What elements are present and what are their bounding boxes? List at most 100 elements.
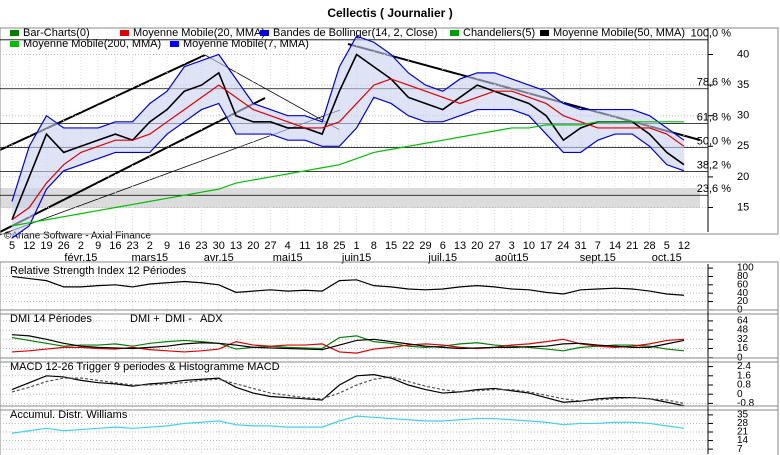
x-tick-label: 30 xyxy=(213,240,225,252)
y-tick-label: 40 xyxy=(737,48,749,60)
x-tick-label: 22 xyxy=(402,240,414,252)
panel-frame xyxy=(0,309,779,363)
level-label: 38,2 % xyxy=(697,159,731,171)
y-tick-label: 28 xyxy=(737,418,749,429)
x-tick-label: 28 xyxy=(643,240,655,252)
month-label: sept.15 xyxy=(580,252,616,264)
x-tick-label: 18 xyxy=(316,240,328,252)
y-tick-label: 0.8 xyxy=(737,380,751,391)
bollinger-fill xyxy=(12,36,684,239)
y-tick-label: 20 xyxy=(737,296,749,307)
y-tick-label: 16 xyxy=(737,343,749,354)
x-tick-label: 23 xyxy=(195,240,207,252)
y-tick-label: 40 xyxy=(737,288,749,299)
legend-label: Bar-Charts(0) xyxy=(23,27,90,39)
x-tick-label: 29 xyxy=(419,240,431,252)
legend-label: Moyenne Mobile(7, MMA) xyxy=(183,38,309,50)
legend-label: Moyenne Mobile(20, MMA) xyxy=(133,27,265,39)
y-tick-label: 21 xyxy=(737,427,749,438)
series-line xyxy=(11,275,685,296)
x-tick-label: 6 xyxy=(440,240,446,252)
y-tick-label: 32 xyxy=(737,334,749,345)
x-tick-label: 9 xyxy=(95,240,101,252)
panel-frame xyxy=(0,357,779,411)
legend-swatch xyxy=(120,30,129,36)
y-tick-label: 100 xyxy=(737,263,754,274)
panel-title: MACD 12-26 Trigger 9 periodes & Histogra… xyxy=(10,361,280,373)
level-label: 100,0 % xyxy=(691,28,732,40)
y-tick-label: 48 xyxy=(737,325,749,336)
x-tick-label: 12 xyxy=(23,240,35,252)
x-tick-label: 9 xyxy=(164,240,170,252)
level-label: 61,8 % xyxy=(697,112,731,124)
month-label: avr.15 xyxy=(204,252,234,264)
x-tick-label: 12 xyxy=(678,240,690,252)
panel-frame xyxy=(0,27,779,235)
legend-swatch xyxy=(260,30,269,36)
series-line xyxy=(11,53,685,221)
y-tick-label: 30 xyxy=(737,110,749,122)
y-tick-label: 25 xyxy=(737,140,749,152)
x-tick-label: 15 xyxy=(385,240,397,252)
x-tick-label: 13 xyxy=(230,240,242,252)
legend-label: Moyenne Mobile(200, MMA) xyxy=(23,38,161,50)
legend-label: ADX xyxy=(200,313,223,325)
copyright: ©Ariane Software - Axial Finance xyxy=(4,231,151,242)
y-tick-label: 60 xyxy=(737,279,749,290)
panel-title: DMI 14 Périodes xyxy=(10,313,92,325)
x-tick-label: 5 xyxy=(9,240,15,252)
legend-label: DMI + xyxy=(130,313,160,325)
series-line xyxy=(11,335,685,352)
x-tick-label: 16 xyxy=(178,240,190,252)
month-label: févr.15 xyxy=(64,252,97,264)
y-tick-label: 0 xyxy=(737,389,743,400)
x-tick-label: 2 xyxy=(78,240,84,252)
x-tick-label: 19 xyxy=(40,240,52,252)
x-tick-label: 3 xyxy=(509,240,515,252)
legend-label: Bandes de Bollinger(14, 2, Close) xyxy=(273,27,437,39)
x-tick-label: 24 xyxy=(557,240,569,252)
x-tick-label: 20 xyxy=(247,240,259,252)
panel-title: Relative Strength Index 12 Périodes xyxy=(10,265,187,277)
y-tick-label: 35 xyxy=(737,79,749,91)
y-tick-label: 7 xyxy=(737,444,743,455)
bollinger-lower xyxy=(11,96,685,239)
x-tick-label: 14 xyxy=(609,240,621,252)
legend-label: Chandeliers(5) xyxy=(463,27,535,39)
x-tick-label: 23 xyxy=(126,240,138,252)
x-tick-label: 4 xyxy=(285,240,291,252)
month-label: mars15 xyxy=(132,252,169,264)
bollinger-upper xyxy=(11,35,685,202)
y-tick-label: 64 xyxy=(737,316,749,327)
y-tick-label: 20 xyxy=(737,171,749,183)
y-tick-label: -0.8 xyxy=(737,398,755,409)
chart-title: Cellectis ( Journalier ) xyxy=(327,6,452,20)
x-tick-label: 21 xyxy=(626,240,638,252)
zone xyxy=(0,188,700,208)
level-label: 50,0 % xyxy=(697,135,731,147)
x-tick-label: 16 xyxy=(109,240,121,252)
month-label: juil.15 xyxy=(427,252,457,264)
x-tick-label: 20 xyxy=(471,240,483,252)
legend-swatch xyxy=(450,30,459,36)
series-line xyxy=(11,334,685,351)
y-tick-label: 15 xyxy=(737,201,749,213)
x-tick-label: 17 xyxy=(540,240,552,252)
x-tick-label: 10 xyxy=(523,240,535,252)
series-line xyxy=(11,78,685,221)
x-tick-label: 26 xyxy=(58,240,70,252)
x-tick-label: 27 xyxy=(488,240,500,252)
month-label: mai15 xyxy=(273,252,303,264)
level-label: 78,6 % xyxy=(697,77,731,89)
legend-label: DMI - xyxy=(165,313,192,325)
legend-swatch xyxy=(10,30,19,36)
y-tick-label: 1.6 xyxy=(737,370,751,381)
series-line xyxy=(11,374,685,407)
x-tick-label: 8 xyxy=(371,240,377,252)
level-label: 23,6 % xyxy=(697,183,731,195)
x-tick-label: 31 xyxy=(574,240,586,252)
y-tick-label: 80 xyxy=(737,271,749,282)
x-tick-label: 25 xyxy=(333,240,345,252)
series-line xyxy=(11,376,685,404)
